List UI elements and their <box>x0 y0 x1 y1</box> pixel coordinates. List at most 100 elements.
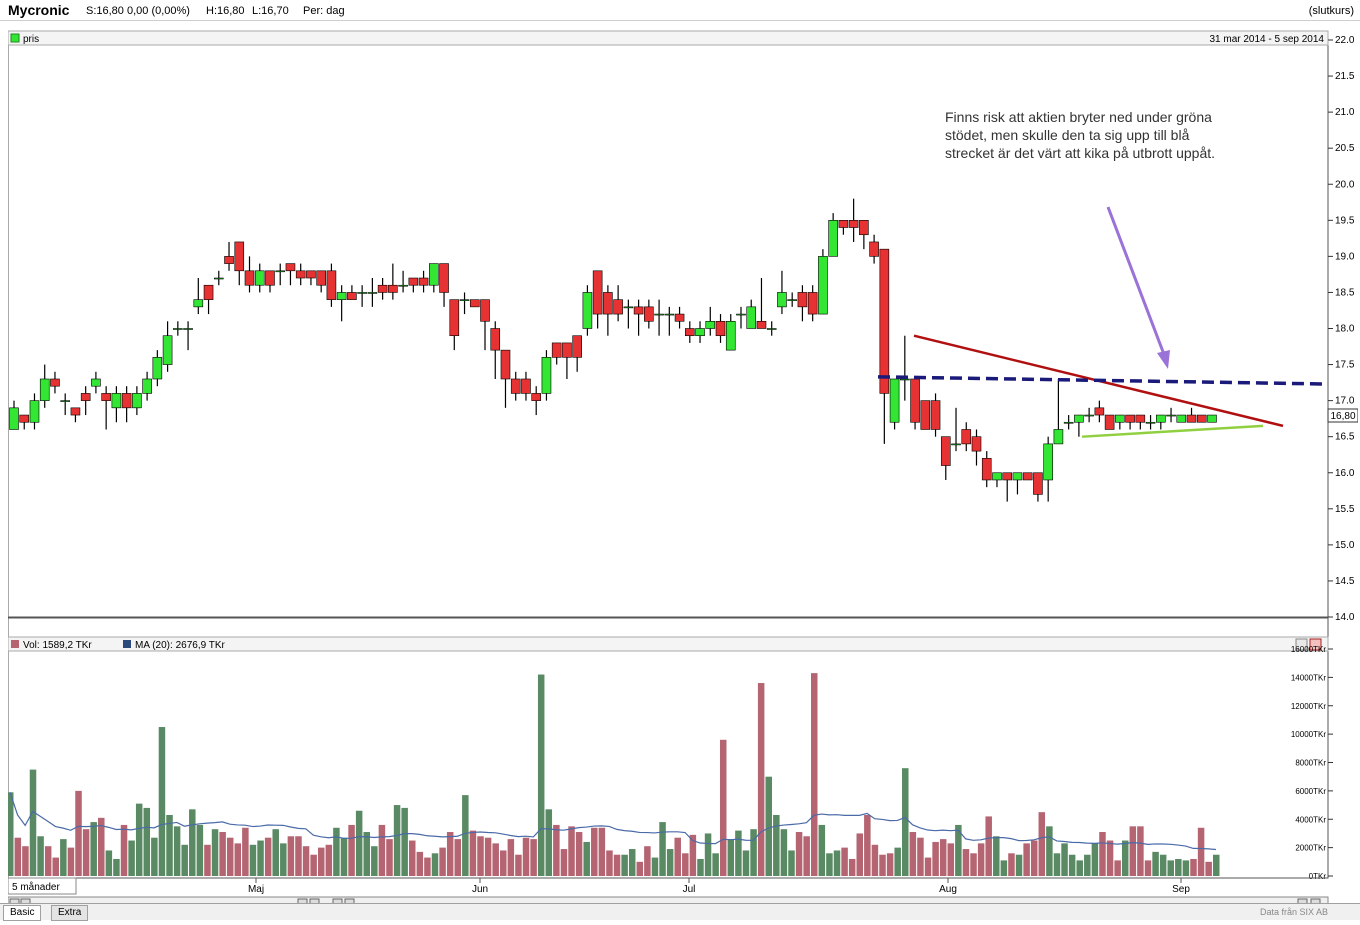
stat-high: H:16,80 <box>206 5 245 17</box>
volume-bar <box>98 817 105 876</box>
vol-legend-label: Vol: 1589,2 TKr <box>23 640 92 651</box>
volume-bar <box>962 849 970 876</box>
volume-bar <box>871 844 879 876</box>
candle-body <box>981 458 992 481</box>
volume-bar <box>947 843 955 876</box>
volume-bar <box>439 847 446 876</box>
candle-body <box>1186 414 1197 423</box>
candle-body <box>541 357 552 394</box>
volume-bar <box>955 824 962 876</box>
last-price-marker: 16,80 <box>1327 408 1358 423</box>
volume-bar <box>909 832 917 876</box>
volume-bar <box>970 853 977 876</box>
candle-body <box>674 313 685 322</box>
annotation: Finns risk att aktien bryter ned under g… <box>945 109 1215 161</box>
volume-bar <box>14 837 22 876</box>
chart-canvas[interactable]: pris 31 mar 2014 - 5 sep 2014 Vol: 1589,… <box>8 20 1358 925</box>
volume-bar <box>682 853 689 876</box>
candle-body <box>838 220 849 228</box>
zoom-icon[interactable] <box>1295 638 1308 651</box>
vol-tick-label: 16000TKr <box>1291 645 1326 654</box>
volume-bar <box>409 840 416 876</box>
volume-bar <box>939 839 947 876</box>
volume-bar <box>591 827 598 876</box>
candle-body <box>213 277 224 280</box>
volume-bar <box>651 857 659 876</box>
vol-tick-label: 8000TKr <box>1295 759 1326 768</box>
volume-panel-titlebar <box>8 636 1329 652</box>
volume-bar <box>60 839 67 876</box>
price-tick-label: 19.0 <box>1335 251 1355 262</box>
candle-body <box>900 378 910 381</box>
volume-bar <box>401 807 408 876</box>
candle-body <box>408 277 419 286</box>
candle-body <box>132 393 142 409</box>
candle-body <box>377 284 388 293</box>
volume-bar <box>1144 860 1152 876</box>
stat-low: L:16,70 <box>252 5 289 17</box>
volume-bars <box>8 673 1220 876</box>
volume-bar <box>1030 840 1038 876</box>
annotation-line-2: stödet, men skulle den ta sig upp till b… <box>945 127 1190 143</box>
volume-bar <box>416 851 424 876</box>
ma-legend-swatch <box>123 640 131 648</box>
ma-legend-label: MA (20): 2676,9 TKr <box>135 640 226 651</box>
vol-tick-label: 0TKr <box>1309 872 1327 881</box>
period-select[interactable] <box>8 877 77 895</box>
candle-body <box>183 328 193 330</box>
candle-body <box>398 284 408 287</box>
volume-bar <box>181 844 188 876</box>
volume-bar <box>553 824 560 876</box>
close-panel-icon[interactable] <box>1309 638 1322 651</box>
candle-body <box>1094 407 1105 416</box>
price-legend-label: pris <box>23 34 39 45</box>
volume-bar <box>628 849 636 876</box>
volume-bar <box>985 816 992 876</box>
candle-body <box>1084 414 1094 417</box>
volume-bar <box>257 840 264 876</box>
volume-bar <box>704 833 712 876</box>
stat-period[interactable]: Per: dag <box>303 5 345 17</box>
candle-body <box>807 292 818 315</box>
volume-bar <box>1106 840 1114 876</box>
pointer-arrow-shaft <box>1106 206 1167 358</box>
volume-bar <box>522 837 530 876</box>
volume-bar <box>864 814 871 876</box>
volume-bar <box>135 803 143 876</box>
candle-body <box>828 220 838 257</box>
candle-body <box>787 299 797 301</box>
last-price-label: 16,80 <box>1330 411 1355 422</box>
volume-bar <box>666 849 674 876</box>
price-tick-label: 15.0 <box>1335 540 1355 551</box>
candle-body <box>1063 421 1074 424</box>
volume-bar <box>545 809 553 876</box>
candle-body <box>766 328 777 330</box>
candle-body <box>224 256 234 264</box>
candle-body <box>1176 414 1187 423</box>
volume-bar <box>1213 854 1220 876</box>
candle-body <box>326 270 337 300</box>
candle-body <box>29 400 40 423</box>
volume-bar <box>280 843 287 876</box>
volume-bar <box>856 833 864 876</box>
volume-bar <box>446 832 454 876</box>
candle-body <box>418 277 429 286</box>
volume-bar <box>82 829 90 876</box>
candle-body <box>684 328 695 337</box>
price-tick-label: 16.0 <box>1335 468 1355 479</box>
vol-tick-label: 4000TKr <box>1295 815 1326 824</box>
price-tick-label: 20.0 <box>1335 179 1355 190</box>
candle-body <box>654 313 664 316</box>
instrument-title: Mycronic <box>8 2 70 18</box>
candle-body <box>531 393 542 401</box>
price-tick-label: 20.5 <box>1335 143 1355 154</box>
volume-bar <box>788 850 795 876</box>
time-axis: Maj Jun Jul Aug Sep <box>8 877 1328 895</box>
volume-bar <box>598 827 606 876</box>
candle-body <box>357 292 367 294</box>
candle-body <box>582 292 593 329</box>
volume-bar <box>742 850 750 876</box>
date-range: 31 mar 2014 - 5 sep 2014 <box>1209 34 1324 45</box>
volume-bar <box>841 847 848 876</box>
volume-bar <box>295 836 302 876</box>
